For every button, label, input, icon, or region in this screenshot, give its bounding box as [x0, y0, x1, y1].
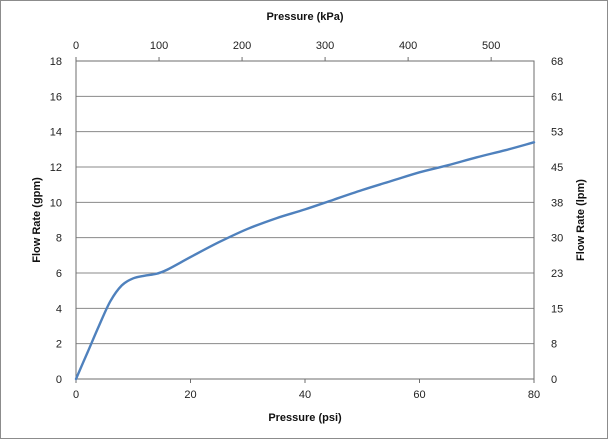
x-tick-label: 60	[413, 389, 425, 401]
y-tick-label: 12	[50, 162, 62, 174]
y-tick-label: 2	[56, 339, 62, 351]
bottom-x-axis-ticks: 0 20 40 60 80	[73, 379, 540, 401]
secondary-x-tick-label: 200	[233, 40, 251, 52]
secondary-x-tick-label: 300	[316, 40, 334, 52]
secondary-y-tick-label: 0	[551, 374, 557, 386]
secondary-y-tick-label: 61	[551, 91, 563, 103]
secondary-x-tick-label: 100	[150, 40, 168, 52]
y-tick-label: 6	[56, 268, 62, 280]
secondary-y-tick-label: 68	[551, 56, 563, 68]
right-y-axis-ticks: 0 8 15 23 30 38 45 53 61 68	[551, 56, 563, 386]
y-tick-label: 4	[56, 303, 62, 315]
secondary-y-tick-label: 38	[551, 197, 563, 209]
top-x-axis-title: Pressure (kPa)	[266, 11, 343, 23]
y-tick-label: 16	[50, 91, 62, 103]
x-tick-label: 80	[528, 389, 540, 401]
top-x-axis-ticks: 0 100 200 300 400 500	[73, 40, 500, 61]
y-tick-label: 18	[50, 56, 62, 68]
x-tick-label: 40	[299, 389, 311, 401]
left-y-axis-ticks: 0 2 4 6 8 10 12 14 16 18	[50, 56, 62, 386]
bottom-x-axis-title: Pressure (psi)	[268, 412, 342, 424]
secondary-y-tick-label: 8	[551, 339, 557, 351]
y-tick-label: 0	[56, 374, 62, 386]
x-tick-label: 20	[184, 389, 196, 401]
plot-area	[75, 60, 535, 380]
secondary-y-tick-label: 15	[551, 303, 563, 315]
left-y-axis-title: Flow Rate (gpm)	[31, 177, 43, 263]
right-y-axis-title: Flow Rate (lpm)	[575, 179, 587, 261]
secondary-y-tick-label: 45	[551, 162, 563, 174]
flow-rate-series-line	[74, 141, 536, 381]
secondary-y-tick-label: 30	[551, 233, 563, 245]
secondary-y-tick-label: 23	[551, 268, 563, 280]
y-tick-label: 8	[56, 233, 62, 245]
secondary-x-tick-label: 400	[399, 40, 417, 52]
gridlines	[76, 60, 534, 345]
secondary-x-tick-label: 0	[73, 40, 79, 52]
secondary-x-tick-label: 500	[482, 40, 500, 52]
x-tick-label: 0	[73, 389, 79, 401]
y-tick-label: 10	[50, 197, 62, 209]
y-tick-label: 14	[50, 127, 62, 139]
secondary-y-tick-label: 53	[551, 127, 563, 139]
